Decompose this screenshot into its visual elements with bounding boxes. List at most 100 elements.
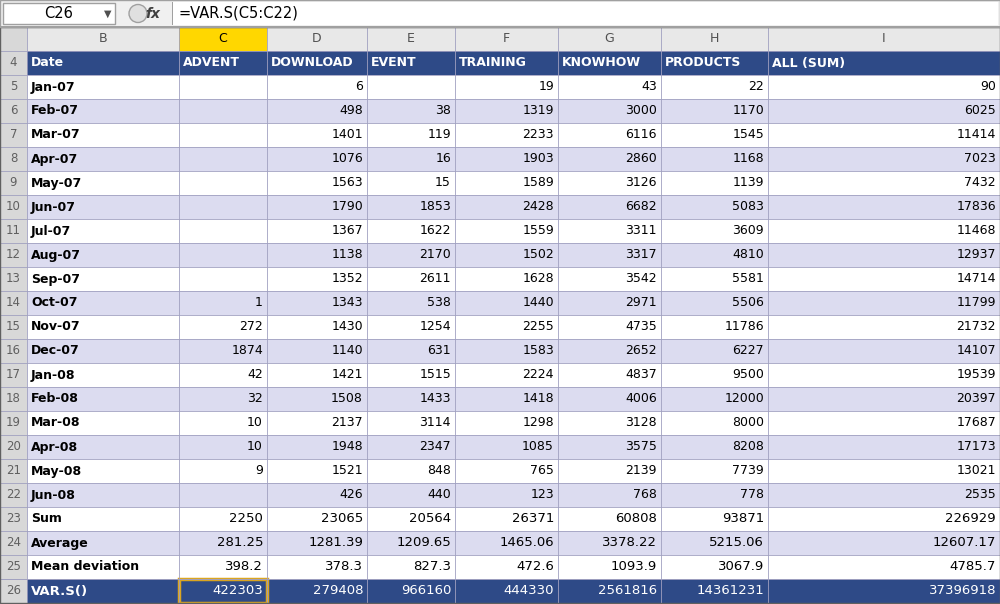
Bar: [661, 267, 768, 291]
Text: 3067.9: 3067.9: [718, 561, 764, 574]
Text: 2652: 2652: [625, 344, 657, 358]
Text: EVENT: EVENT: [371, 57, 417, 69]
Bar: [455, 171, 558, 195]
Bar: [179, 219, 267, 243]
Text: 1559: 1559: [522, 225, 554, 237]
Bar: [661, 315, 768, 339]
Bar: [173, 2, 998, 25]
Bar: [558, 339, 661, 363]
Bar: [558, 99, 661, 123]
Bar: [455, 291, 558, 315]
Text: 1139: 1139: [732, 176, 764, 190]
Bar: [367, 531, 455, 555]
Text: PRODUCTS: PRODUCTS: [665, 57, 741, 69]
Bar: [179, 171, 267, 195]
Text: 20397: 20397: [956, 393, 996, 405]
Bar: [455, 411, 558, 435]
Text: Mar-07: Mar-07: [31, 129, 81, 141]
Bar: [768, 291, 1000, 315]
Bar: [27, 387, 179, 411]
Text: 2233: 2233: [522, 129, 554, 141]
Text: 1093.9: 1093.9: [611, 561, 657, 574]
Text: Jul-07: Jul-07: [31, 225, 71, 237]
Bar: [661, 555, 768, 579]
Text: 14714: 14714: [956, 272, 996, 286]
Text: Jun-07: Jun-07: [31, 201, 76, 213]
Bar: [3, 3, 115, 24]
Bar: [367, 459, 455, 483]
Text: 6682: 6682: [625, 201, 657, 213]
Text: 5506: 5506: [732, 297, 764, 309]
Bar: [367, 219, 455, 243]
Bar: [558, 387, 661, 411]
Bar: [0, 483, 27, 507]
Bar: [558, 147, 661, 171]
Bar: [179, 27, 267, 51]
Text: 25: 25: [6, 561, 21, 574]
Bar: [367, 75, 455, 99]
Text: Jan-07: Jan-07: [31, 80, 76, 94]
Text: 6116: 6116: [626, 129, 657, 141]
Text: 19539: 19539: [956, 368, 996, 382]
Text: 15: 15: [6, 321, 21, 333]
Bar: [0, 27, 27, 51]
Bar: [27, 27, 179, 51]
Text: 14: 14: [6, 297, 21, 309]
Bar: [455, 363, 558, 387]
Bar: [558, 315, 661, 339]
Text: 778: 778: [740, 489, 764, 501]
Text: ▼: ▼: [104, 8, 112, 19]
Text: 279408: 279408: [312, 585, 363, 597]
Text: 1140: 1140: [331, 344, 363, 358]
Text: 4006: 4006: [625, 393, 657, 405]
Text: 1903: 1903: [522, 152, 554, 165]
Bar: [267, 75, 367, 99]
Text: 4: 4: [10, 57, 17, 69]
Bar: [0, 26, 1000, 28]
Text: 8208: 8208: [732, 440, 764, 454]
Text: 1209.65: 1209.65: [396, 536, 451, 550]
Text: 5215.06: 5215.06: [709, 536, 764, 550]
Text: 1465.06: 1465.06: [499, 536, 554, 550]
Text: 5083: 5083: [732, 201, 764, 213]
Text: 1628: 1628: [522, 272, 554, 286]
Bar: [179, 195, 267, 219]
Text: 11414: 11414: [957, 129, 996, 141]
Bar: [768, 99, 1000, 123]
Text: 2860: 2860: [625, 152, 657, 165]
Bar: [0, 507, 27, 531]
Bar: [27, 171, 179, 195]
Bar: [455, 123, 558, 147]
Bar: [768, 315, 1000, 339]
Bar: [768, 123, 1000, 147]
Text: 2224: 2224: [522, 368, 554, 382]
Bar: [27, 531, 179, 555]
Bar: [558, 27, 661, 51]
Text: 24: 24: [6, 536, 21, 550]
Text: VAR.S(): VAR.S(): [31, 585, 88, 597]
Bar: [768, 435, 1000, 459]
Text: 1563: 1563: [331, 176, 363, 190]
Bar: [0, 531, 27, 555]
Text: 2170: 2170: [419, 248, 451, 262]
Bar: [0, 75, 27, 99]
Text: 848: 848: [427, 464, 451, 478]
Bar: [661, 291, 768, 315]
Text: I: I: [882, 33, 886, 45]
Bar: [768, 459, 1000, 483]
Bar: [179, 531, 267, 555]
Text: 3542: 3542: [625, 272, 657, 286]
Bar: [267, 387, 367, 411]
Bar: [558, 123, 661, 147]
Bar: [0, 291, 27, 315]
Bar: [179, 243, 267, 267]
Bar: [267, 27, 367, 51]
Bar: [267, 171, 367, 195]
Bar: [455, 147, 558, 171]
Text: ADVENT: ADVENT: [183, 57, 240, 69]
Text: DOWNLOAD: DOWNLOAD: [271, 57, 354, 69]
Bar: [768, 387, 1000, 411]
Bar: [3, 3, 115, 24]
Text: C26: C26: [45, 6, 73, 21]
Text: E: E: [407, 33, 415, 45]
